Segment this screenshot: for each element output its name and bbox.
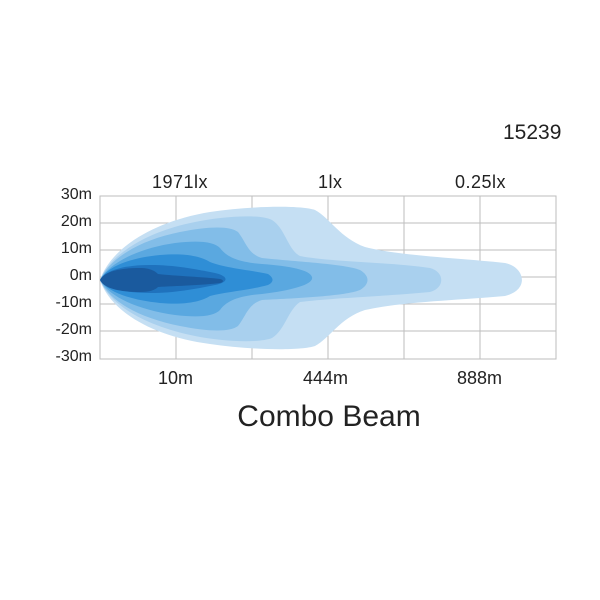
y-tick-label: 30m [60, 186, 92, 203]
x-tick-label: 444m [303, 368, 349, 388]
x-tick-label: 888m [457, 368, 503, 388]
lux-label-mid: 1lx [318, 172, 343, 192]
lux-label-high: 1971lx [152, 172, 209, 192]
y-tick-label: 10m [60, 240, 92, 257]
product-code: 15239 [503, 121, 562, 144]
beam-zone-core [100, 268, 223, 292]
y-tick-label: 20m [60, 213, 92, 230]
y-tick-label: -20m [55, 321, 92, 338]
lux-label-low: 0.25lx [455, 172, 507, 192]
x-tick-label: 10m [158, 368, 194, 388]
y-tick-label: 0m [69, 267, 92, 284]
y-tick-label: -30m [55, 348, 92, 365]
y-tick-label: -10m [55, 294, 92, 311]
beam-zones [100, 206, 522, 350]
diagram-title: Combo Beam [237, 400, 421, 433]
